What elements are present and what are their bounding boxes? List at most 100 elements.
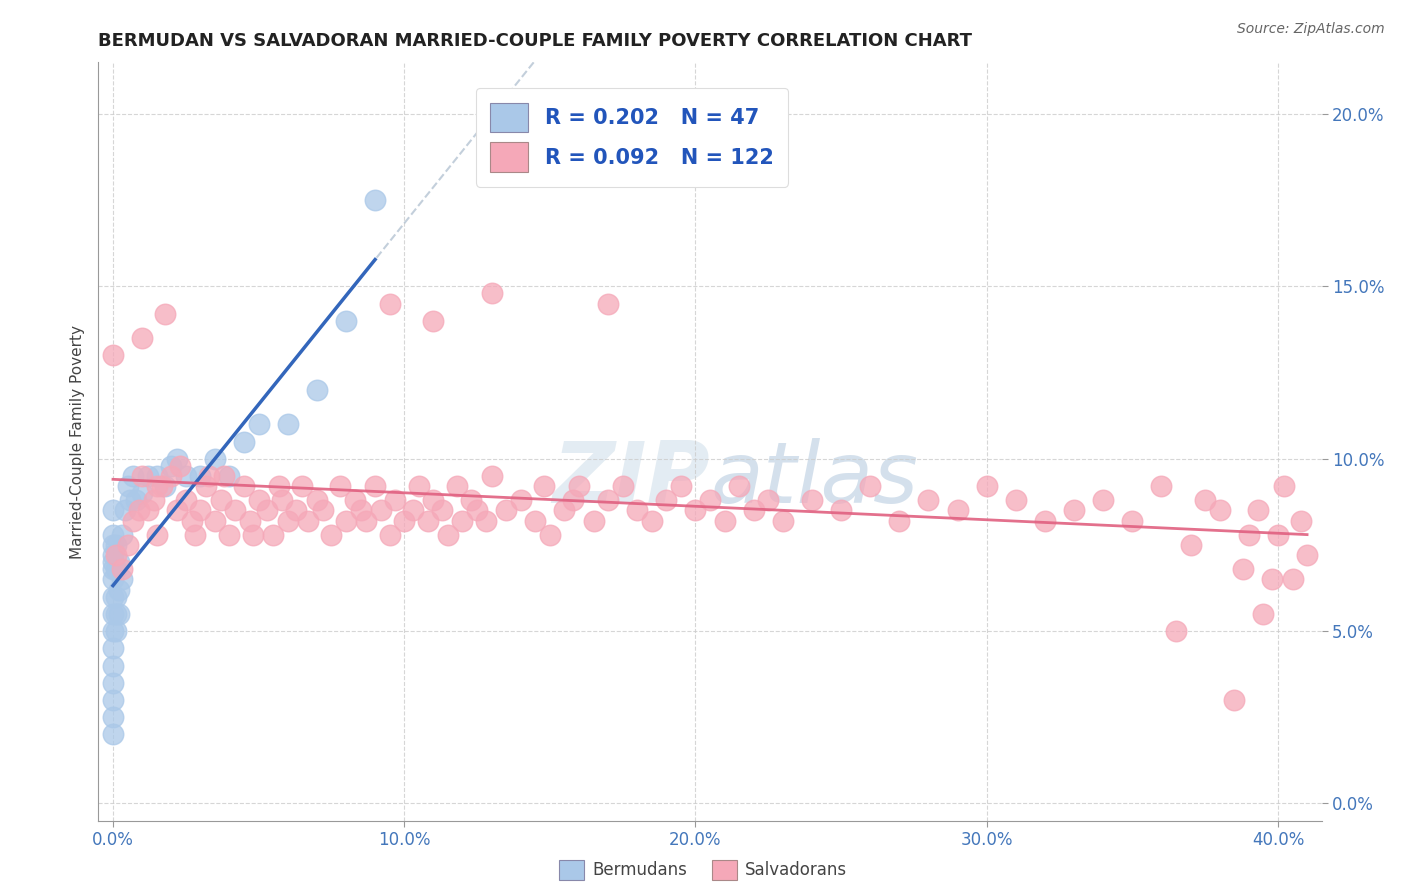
Point — [111, 527, 134, 541]
Point — [598, 493, 620, 508]
Point — [101, 641, 124, 656]
Point — [166, 503, 188, 517]
Point — [1272, 479, 1295, 493]
Point — [169, 458, 191, 473]
Point — [305, 383, 328, 397]
Point — [131, 486, 153, 500]
Point — [889, 514, 911, 528]
Point — [1223, 693, 1246, 707]
Point — [224, 503, 246, 517]
Point — [568, 479, 591, 493]
Point — [136, 469, 159, 483]
Point — [1004, 493, 1026, 508]
Point — [108, 555, 131, 569]
Point — [166, 451, 188, 466]
Point — [553, 503, 575, 517]
Point — [742, 503, 765, 517]
Point — [1121, 514, 1143, 528]
Text: ZIP: ZIP — [553, 438, 710, 521]
Point — [321, 527, 343, 541]
Point — [305, 493, 328, 508]
Point — [437, 527, 460, 541]
Point — [198, 469, 221, 483]
Point — [685, 503, 707, 517]
Point — [1232, 562, 1254, 576]
Point — [131, 331, 153, 345]
Point — [408, 479, 430, 493]
Point — [378, 527, 401, 541]
Point — [111, 573, 134, 587]
Point — [394, 514, 416, 528]
Point — [195, 479, 218, 493]
Point — [122, 514, 145, 528]
Point — [430, 503, 453, 517]
Point — [475, 514, 498, 528]
Point — [160, 458, 183, 473]
Point — [188, 503, 212, 517]
Point — [311, 503, 335, 517]
Point — [364, 479, 387, 493]
Point — [641, 514, 664, 528]
Point — [136, 503, 159, 517]
Point — [1296, 548, 1319, 563]
Point — [204, 514, 226, 528]
Point — [713, 514, 735, 528]
Point — [188, 469, 212, 483]
Point — [335, 514, 357, 528]
Point — [180, 514, 202, 528]
Point — [101, 607, 124, 621]
Point — [101, 590, 124, 604]
Point — [598, 296, 620, 310]
Point — [101, 548, 124, 563]
Point — [239, 514, 262, 528]
Point — [349, 503, 371, 517]
Point — [699, 493, 721, 508]
Point — [728, 479, 751, 493]
Point — [297, 514, 319, 528]
Point — [247, 417, 270, 432]
Point — [582, 514, 605, 528]
Point — [460, 493, 482, 508]
Point — [495, 503, 517, 517]
Point — [155, 307, 177, 321]
Point — [917, 493, 939, 508]
Point — [104, 538, 127, 552]
Point — [384, 493, 406, 508]
Point — [183, 527, 205, 541]
Point — [270, 493, 294, 508]
Point — [1180, 538, 1202, 552]
Point — [1237, 527, 1260, 541]
Point — [1063, 503, 1085, 517]
Point — [114, 503, 136, 517]
Point — [204, 451, 226, 466]
Point — [218, 527, 240, 541]
Point — [120, 493, 142, 508]
Point — [756, 493, 779, 508]
Text: BERMUDAN VS SALVADORAN MARRIED-COUPLE FAMILY POVERTY CORRELATION CHART: BERMUDAN VS SALVADORAN MARRIED-COUPLE FA… — [98, 32, 973, 50]
Point — [1267, 527, 1289, 541]
Point — [364, 194, 387, 208]
Point — [145, 479, 167, 493]
Point — [174, 469, 197, 483]
Legend: Bermudans, Salvadorans: Bermudans, Salvadorans — [553, 853, 853, 887]
Text: Source: ZipAtlas.com: Source: ZipAtlas.com — [1237, 22, 1385, 37]
Point — [1246, 503, 1268, 517]
Point — [626, 503, 648, 517]
Point — [101, 348, 124, 362]
Point — [1194, 493, 1216, 508]
Point — [402, 503, 425, 517]
Point — [155, 479, 177, 493]
Point — [104, 590, 127, 604]
Point — [422, 493, 444, 508]
Point — [117, 538, 139, 552]
Point — [108, 582, 131, 597]
Point — [538, 527, 561, 541]
Point — [1164, 624, 1187, 639]
Point — [1150, 479, 1173, 493]
Point — [1092, 493, 1115, 508]
Point — [1033, 514, 1056, 528]
Point — [142, 493, 165, 508]
Point — [262, 527, 284, 541]
Point — [291, 479, 314, 493]
Point — [104, 548, 127, 563]
